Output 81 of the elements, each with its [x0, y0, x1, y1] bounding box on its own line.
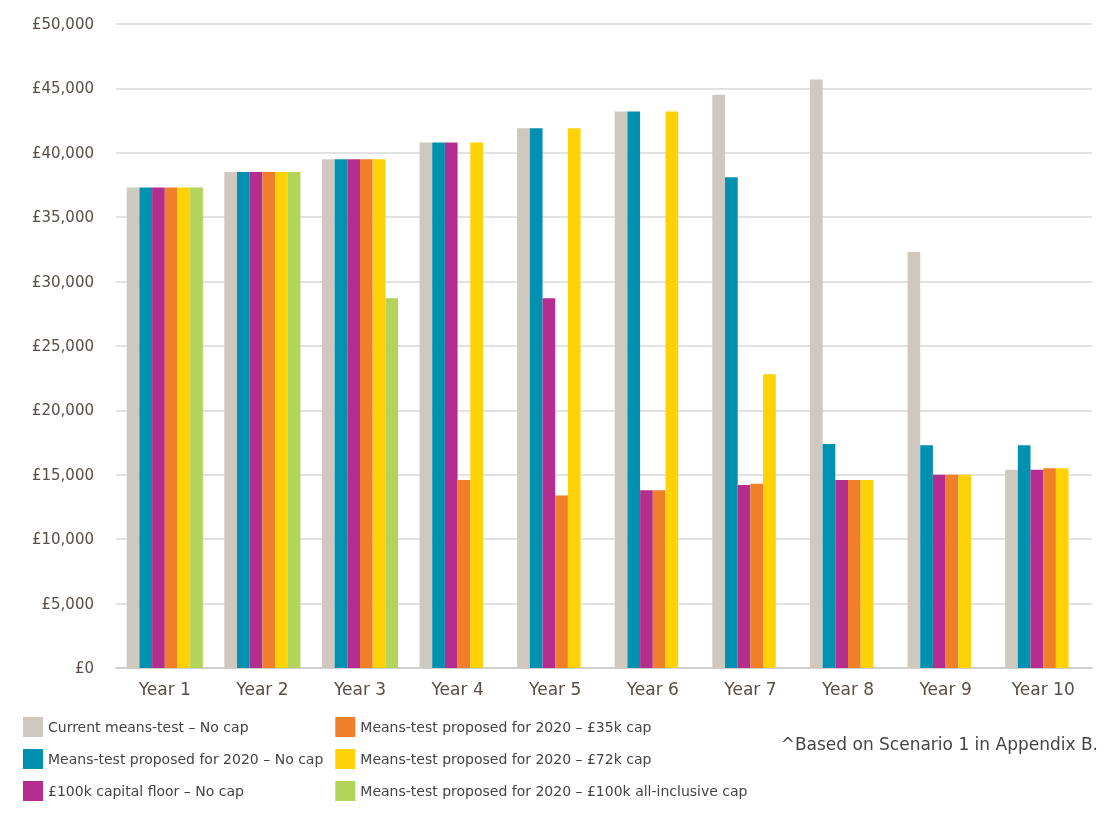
bar — [444, 142, 458, 668]
bar — [249, 172, 263, 668]
x-tick-label: Year 5 — [528, 678, 582, 699]
bar — [164, 187, 178, 668]
legend-label: £100k capital floor – No cap — [48, 783, 245, 799]
legend-label: Means-test proposed for 2020 – £35k cap — [360, 719, 652, 735]
bar — [1017, 445, 1031, 668]
y-tick-label: £10,000 — [31, 530, 94, 549]
bar — [457, 479, 471, 668]
bar — [224, 172, 238, 668]
y-tick-label: £20,000 — [31, 401, 94, 420]
x-tick-label: Year 2 — [235, 678, 289, 699]
bar — [822, 443, 836, 668]
bar — [517, 128, 530, 668]
bar — [932, 474, 946, 668]
bar — [347, 159, 360, 668]
bar — [907, 251, 921, 668]
x-tick-label: Year 1 — [137, 678, 191, 699]
bar — [237, 172, 250, 668]
bar — [627, 111, 641, 668]
bar — [1030, 469, 1044, 668]
bar — [958, 474, 971, 668]
x-tick-label: Year 3 — [332, 678, 387, 699]
x-tick-label: Year 4 — [430, 678, 484, 699]
bar — [177, 187, 191, 668]
bar — [385, 298, 399, 668]
bar — [665, 111, 679, 668]
bar — [945, 474, 959, 668]
legend-label: Means-test proposed for 2020 – £100k all-inclusive cap — [360, 783, 748, 799]
bar — [712, 94, 726, 668]
bar — [529, 128, 543, 668]
y-tick-label: £15,000 — [31, 465, 94, 484]
bar — [1055, 468, 1069, 668]
bar — [321, 159, 335, 668]
legend-label: Current means-test – No cap — [48, 719, 249, 735]
y-tick-label: £40,000 — [31, 143, 94, 162]
x-tick-label: Year 7 — [723, 678, 777, 699]
bar — [567, 128, 581, 668]
bar — [287, 172, 301, 668]
y-tick-label: £5,000 — [41, 594, 94, 613]
bar — [750, 483, 764, 668]
bar — [1043, 468, 1056, 668]
legend-label: Means-test proposed for 2020 – No cap — [48, 751, 324, 767]
legend-label: Means-test proposed for 2020 – £72k cap — [360, 751, 652, 767]
bar — [360, 159, 373, 668]
bar — [555, 495, 568, 668]
y-tick-label: £0 — [74, 659, 94, 677]
y-tick-label: £35,000 — [31, 208, 94, 227]
y-tick-label: £45,000 — [31, 79, 94, 98]
bar — [920, 445, 933, 668]
bar — [542, 298, 556, 668]
y-tick-label: £30,000 — [31, 272, 94, 291]
bar — [262, 172, 276, 668]
bar — [737, 485, 751, 668]
x-tick-label: Year 8 — [820, 678, 875, 699]
bar — [152, 187, 165, 668]
x-tick-label: Year 9 — [918, 678, 972, 699]
bar — [835, 479, 848, 668]
bar — [275, 172, 288, 668]
bar — [1005, 469, 1018, 668]
x-tick-label: Year 10 — [1010, 678, 1075, 699]
bar — [419, 142, 433, 668]
bar — [640, 490, 653, 668]
bar — [860, 479, 874, 668]
x-tick-label: Year 6 — [625, 678, 679, 699]
bar — [614, 111, 628, 668]
text: ^Based on Scenario 1 in Appendix B. — [780, 733, 1099, 754]
bar — [470, 142, 483, 668]
bar — [139, 187, 153, 668]
bar — [725, 177, 738, 668]
bar — [334, 159, 348, 668]
y-tick-label: £25,000 — [31, 337, 94, 355]
bar — [190, 187, 203, 668]
bar — [372, 159, 386, 668]
bar — [652, 490, 666, 668]
bar — [809, 79, 823, 668]
bar — [848, 479, 861, 668]
y-tick-label: £50,000 — [31, 15, 94, 33]
bar — [126, 187, 140, 668]
bar — [432, 142, 445, 668]
bar — [763, 374, 776, 668]
